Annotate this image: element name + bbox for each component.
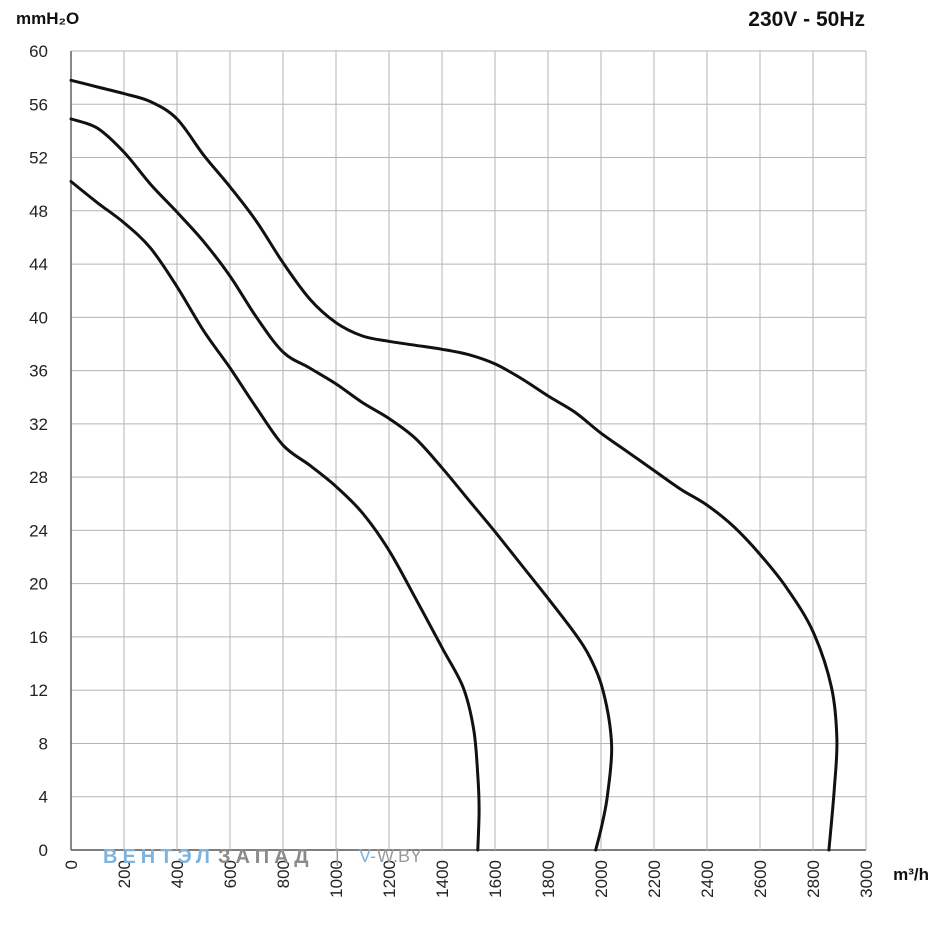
curve-line-3 bbox=[69, 78, 839, 852]
y-tick-label: 32 bbox=[29, 415, 48, 434]
watermark: ВЕНТЭЛ ЗАПАД | V- W.BY bbox=[103, 846, 422, 868]
y-tick-label: 56 bbox=[29, 95, 48, 114]
y-axis-label: mmH₂O bbox=[16, 9, 79, 28]
y-tick-label: 36 bbox=[29, 362, 48, 381]
chart-title: 230V - 50Hz bbox=[748, 8, 865, 31]
x-axis-label: m³/h bbox=[893, 865, 929, 884]
grid bbox=[70, 50, 867, 851]
watermark-part-3: V- bbox=[359, 846, 376, 866]
x-tick-label: 1000 bbox=[327, 860, 346, 898]
x-tick-label: 2400 bbox=[698, 860, 717, 898]
x-tick-label: 3000 bbox=[857, 860, 876, 898]
x-tick-label: 2200 bbox=[645, 860, 664, 898]
x-tick-label: 600 bbox=[221, 860, 240, 888]
curve-line-1 bbox=[69, 180, 481, 852]
watermark-part-1: ВЕНТЭЛ bbox=[103, 846, 215, 868]
y-tick-label: 12 bbox=[29, 681, 48, 700]
y-tick-label: 48 bbox=[29, 202, 48, 221]
y-tick-label: 60 bbox=[29, 42, 48, 61]
y-tick-label: 20 bbox=[29, 575, 48, 594]
curve-line-2 bbox=[69, 117, 614, 852]
x-tick-label: 2000 bbox=[592, 860, 611, 898]
watermark-part-2: ЗАПАД bbox=[218, 846, 314, 868]
x-tick-labels: 0 200 400 600 800 1000 1200 1400 1600 1800 2000 220… bbox=[62, 860, 876, 898]
y-tick-label: 44 bbox=[29, 255, 48, 274]
y-tick-label: 40 bbox=[29, 308, 48, 327]
x-tick-label: 2600 bbox=[751, 860, 770, 898]
x-tick-label: 1400 bbox=[433, 860, 452, 898]
y-tick-label: 4 bbox=[39, 788, 48, 807]
y-tick-label: 28 bbox=[29, 468, 48, 487]
x-tick-label: 200 bbox=[115, 860, 134, 888]
x-tick-label: 800 bbox=[274, 860, 293, 888]
x-tick-label: 2800 bbox=[804, 860, 823, 898]
x-tick-label: 0 bbox=[62, 860, 81, 869]
curves bbox=[69, 78, 839, 852]
y-tick-label: 16 bbox=[29, 628, 48, 647]
watermark-part-4: W.BY bbox=[377, 846, 422, 866]
x-tick-label: 400 bbox=[168, 860, 187, 888]
y-tick-label: 24 bbox=[29, 521, 48, 540]
x-tick-label: 1200 bbox=[380, 860, 399, 898]
x-tick-label: 1800 bbox=[539, 860, 558, 898]
watermark-separator: | bbox=[335, 846, 340, 866]
y-tick-label: 8 bbox=[39, 734, 48, 753]
y-tick-label: 52 bbox=[29, 149, 48, 168]
x-tick-label: 1600 bbox=[486, 860, 505, 898]
y-tick-label: 0 bbox=[39, 841, 48, 860]
